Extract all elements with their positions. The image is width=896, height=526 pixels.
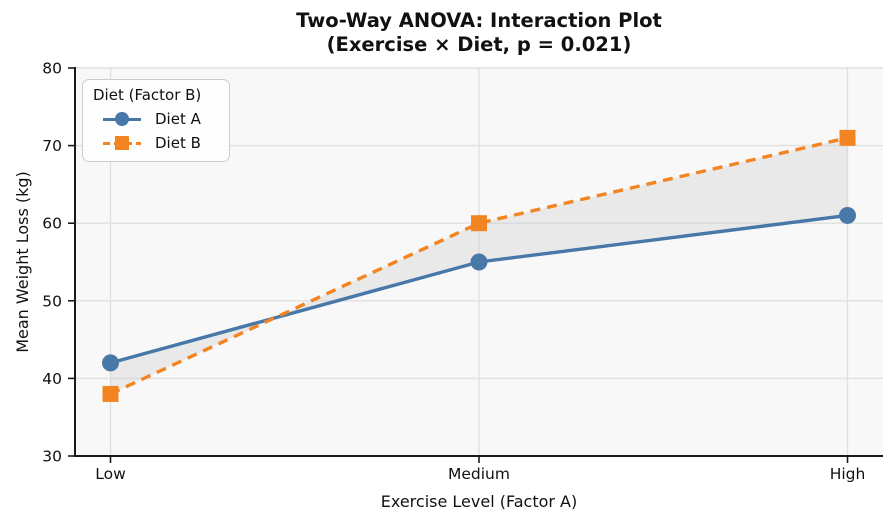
y-tick-label-40: 40 (42, 370, 62, 388)
legend: Diet (Factor B) Diet A Diet B (82, 79, 230, 162)
x-axis-label: Exercise Level (Factor A) (380, 492, 578, 511)
data-point-diet-b-high (839, 129, 856, 146)
y-tick-label-30: 30 (42, 448, 62, 466)
chart-title-line1: Two-Way ANOVA: Interaction Plot (296, 9, 662, 32)
y-tick-label-50: 50 (42, 292, 62, 310)
legend-item-diet-a: Diet A (103, 110, 219, 128)
data-point-diet-a-medium (470, 253, 488, 271)
data-point-diet-b-low (102, 385, 119, 402)
y-axis-label-text: Mean Weight Loss (kg) (13, 171, 32, 353)
diet-a-line-circle-icon (103, 111, 141, 127)
y-tick-label-80: 80 (42, 60, 62, 78)
chart-title: Two-Way ANOVA: Interaction Plot (Exercis… (75, 9, 883, 57)
y-tick-label-70: 70 (42, 137, 62, 155)
diet-b-square-marker-icon (115, 136, 129, 150)
x-tick-label-high: High (830, 465, 866, 483)
data-point-diet-a-high (839, 206, 856, 224)
x-tick-label-low: Low (95, 465, 126, 483)
diet-a-circle-marker-icon (115, 112, 129, 126)
diet-b-line-square-icon (103, 135, 141, 151)
legend-title: Diet (Factor B) (93, 86, 202, 104)
interaction-gap-fill (110, 137, 848, 394)
legend-label-diet-a: Diet A (155, 110, 201, 128)
chart-title-line2: (Exercise × Diet, p = 0.021) (326, 33, 632, 56)
legend-item-diet-b: Diet B (103, 134, 219, 152)
y-tick-label-60: 60 (42, 215, 62, 233)
x-tick-label-medium: Medium (448, 465, 510, 483)
legend-label-diet-b: Diet B (155, 134, 201, 152)
data-point-diet-b-medium (471, 215, 487, 232)
data-point-diet-a-low (102, 354, 119, 372)
